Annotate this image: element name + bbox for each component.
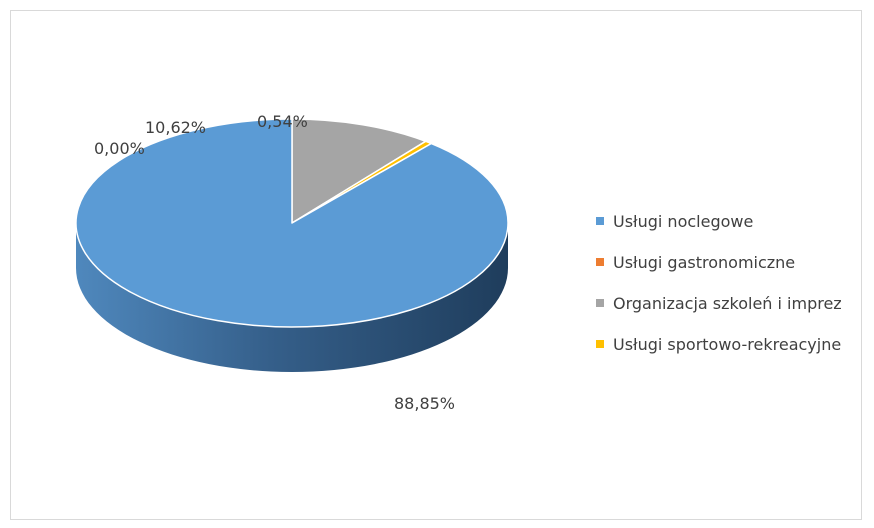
legend-label: Organizacja szkoleń i imprez <box>613 293 842 313</box>
legend-item-uslugi-gastronomiczne: Usługi gastronomiczne <box>596 252 842 272</box>
pie-side-uslugi-noclegowe <box>76 223 508 372</box>
legend-swatch-orange <box>596 258 604 266</box>
legend-swatch-yellow <box>596 340 604 348</box>
data-label-uslugi-gastronomiczne: 0,00% <box>94 139 145 158</box>
legend-label: Usługi noclegowe <box>613 211 754 231</box>
data-label-uslugi-sportowe: 0,54% <box>257 112 308 131</box>
chart-area: 88,85% 0,00% 10,62% 0,54% Usługi noclegowe … <box>10 10 862 520</box>
pie-top-group <box>75 118 509 328</box>
legend: Usługi noclegowe Usługi gastronomiczne O… <box>596 211 842 375</box>
legend-item-uslugi-sportowe: Usługi sportowo-rekreacyjne <box>596 334 842 354</box>
legend-swatch-gray <box>596 299 604 307</box>
pie-slice-uslugi-noclegowe <box>75 118 509 328</box>
data-labels-group: 88,85% 0,00%10,62% 0,54% <box>94 112 455 413</box>
legend-label: Usługi gastronomiczne <box>613 252 796 272</box>
pie-side-group <box>76 223 508 372</box>
legend-label: Usługi sportowo-rekreacyjne <box>613 334 842 354</box>
data-label-uslugi-noclegowe: 88,85% <box>394 394 455 413</box>
legend-item-uslugi-noclegowe: Usługi noclegowe <box>596 211 842 231</box>
pie-chart: 88,85% 0,00%10,62% 0,54% <box>75 112 509 413</box>
data-label-organizacja-szkolen: 10,62% <box>145 118 206 137</box>
legend-item-organizacja-szkolen: Organizacja szkoleń i imprez <box>596 293 842 313</box>
pie-slice-organizacja-szkolen <box>291 118 427 224</box>
legend-swatch-blue <box>596 217 604 225</box>
